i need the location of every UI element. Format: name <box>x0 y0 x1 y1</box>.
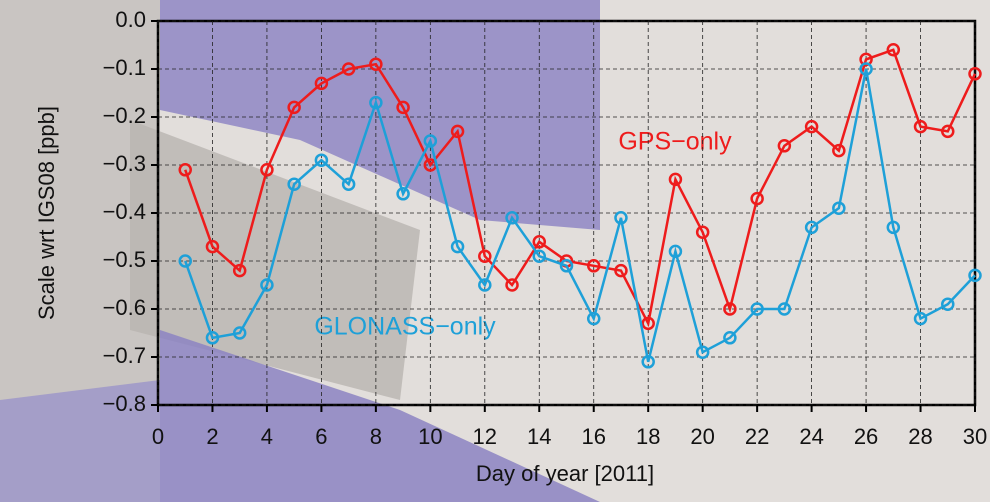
x-tick-label: 8 <box>370 424 382 449</box>
point <box>695 225 710 239</box>
point <box>478 249 492 263</box>
point <box>505 278 519 292</box>
point <box>232 263 247 278</box>
x-tick-label: 30 <box>963 424 987 449</box>
point <box>423 134 438 148</box>
point <box>341 62 356 76</box>
point <box>314 76 329 91</box>
y-tick-label: −0.4 <box>103 199 146 224</box>
point <box>396 187 410 201</box>
x-tick-label: 28 <box>908 424 932 449</box>
point <box>886 220 901 235</box>
point <box>450 124 465 139</box>
point <box>478 278 492 292</box>
point <box>614 263 628 278</box>
point <box>341 177 356 191</box>
point <box>886 43 901 57</box>
point <box>559 259 574 273</box>
x-axis-label: Day of year [2011] <box>476 461 654 486</box>
point <box>832 143 846 158</box>
x-tick-label: 6 <box>315 424 327 449</box>
y-tick-label: −0.5 <box>103 247 146 272</box>
point <box>287 177 301 191</box>
y-tick-label: −0.7 <box>103 343 146 368</box>
x-tick-label: 2 <box>206 424 218 449</box>
y-axis-label: Scale wrt IGS08 [ppb] <box>34 106 59 320</box>
point <box>641 355 655 369</box>
point <box>260 163 274 177</box>
point <box>723 302 737 316</box>
point <box>859 62 873 76</box>
y-tick-label: −0.1 <box>103 55 146 80</box>
point <box>369 57 383 71</box>
point <box>668 172 683 187</box>
x-tick-label: 26 <box>854 424 878 449</box>
annotation: GLONASS−only <box>314 313 496 341</box>
x-tick-label: 0 <box>152 424 164 449</box>
point <box>369 95 383 110</box>
point <box>614 211 628 225</box>
point <box>178 254 192 268</box>
point <box>450 239 465 254</box>
point <box>532 235 547 249</box>
y-tick-label: 0.0 <box>115 7 146 32</box>
point <box>396 100 410 115</box>
point <box>941 297 955 311</box>
y-tick-label: −0.6 <box>103 295 146 320</box>
annotation: GPS−only <box>618 128 732 156</box>
point <box>205 239 220 254</box>
point <box>859 52 873 67</box>
x-tick-label: 4 <box>261 424 273 449</box>
point <box>804 220 819 235</box>
point <box>832 201 846 215</box>
y-tick-label: −0.8 <box>103 391 146 416</box>
point <box>804 119 819 134</box>
point <box>287 100 301 115</box>
point <box>505 211 519 225</box>
y-tick-label: −0.3 <box>103 151 146 176</box>
x-tick-label: 22 <box>745 424 769 449</box>
y-tick-label: −0.2 <box>103 103 146 128</box>
point <box>968 268 982 283</box>
x-tick-label: 16 <box>581 424 605 449</box>
x-tick-label: 14 <box>527 424 551 449</box>
point <box>668 244 683 259</box>
point <box>750 191 764 206</box>
x-tick-label: 24 <box>799 424 823 449</box>
point <box>586 311 601 326</box>
point <box>913 119 928 134</box>
point <box>260 278 274 292</box>
point <box>232 326 247 340</box>
point <box>586 259 601 273</box>
point <box>913 311 928 326</box>
point <box>777 139 792 153</box>
point <box>532 249 547 263</box>
point <box>641 316 655 331</box>
point <box>968 67 982 81</box>
point <box>723 331 737 345</box>
point <box>695 345 710 359</box>
point <box>314 153 329 167</box>
point <box>750 302 764 316</box>
x-tick-label: 12 <box>473 424 497 449</box>
point <box>178 163 192 177</box>
x-tick-label: 10 <box>418 424 442 449</box>
x-tick-label: 18 <box>636 424 660 449</box>
point <box>941 124 955 139</box>
x-tick-label: 20 <box>690 424 714 449</box>
point <box>777 302 792 316</box>
point <box>205 331 220 345</box>
